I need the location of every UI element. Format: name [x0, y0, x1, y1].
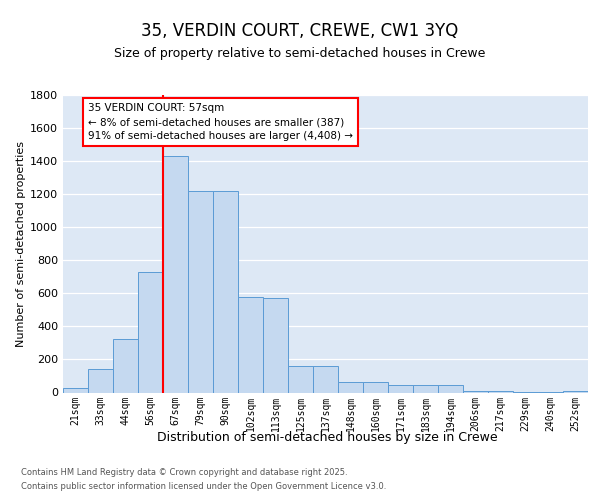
Bar: [338, 382, 363, 392]
Bar: [438, 384, 463, 392]
Bar: [488, 390, 513, 392]
Bar: [463, 390, 488, 392]
Bar: [113, 339, 138, 392]
Bar: [213, 191, 238, 392]
Bar: [63, 388, 88, 392]
Bar: [163, 156, 188, 392]
Bar: [288, 366, 313, 392]
Text: 35 VERDIN COURT: 57sqm
← 8% of semi-detached houses are smaller (387)
91% of sem: 35 VERDIN COURT: 57sqm ← 8% of semi-deta…: [88, 104, 353, 142]
Y-axis label: Number of semi-detached properties: Number of semi-detached properties: [16, 141, 26, 347]
Bar: [238, 298, 263, 392]
Bar: [263, 298, 288, 392]
Text: Distribution of semi-detached houses by size in Crewe: Distribution of semi-detached houses by …: [157, 431, 497, 444]
Bar: [138, 272, 163, 392]
Bar: [188, 191, 213, 392]
Bar: [388, 384, 413, 392]
Text: Contains public sector information licensed under the Open Government Licence v3: Contains public sector information licen…: [21, 482, 386, 491]
Text: 35, VERDIN COURT, CREWE, CW1 3YQ: 35, VERDIN COURT, CREWE, CW1 3YQ: [142, 22, 458, 40]
Bar: [363, 382, 388, 392]
Bar: [413, 384, 438, 392]
Bar: [563, 390, 588, 392]
Bar: [313, 366, 338, 392]
Bar: [88, 370, 113, 392]
Text: Size of property relative to semi-detached houses in Crewe: Size of property relative to semi-detach…: [115, 48, 485, 60]
Text: Contains HM Land Registry data © Crown copyright and database right 2025.: Contains HM Land Registry data © Crown c…: [21, 468, 347, 477]
